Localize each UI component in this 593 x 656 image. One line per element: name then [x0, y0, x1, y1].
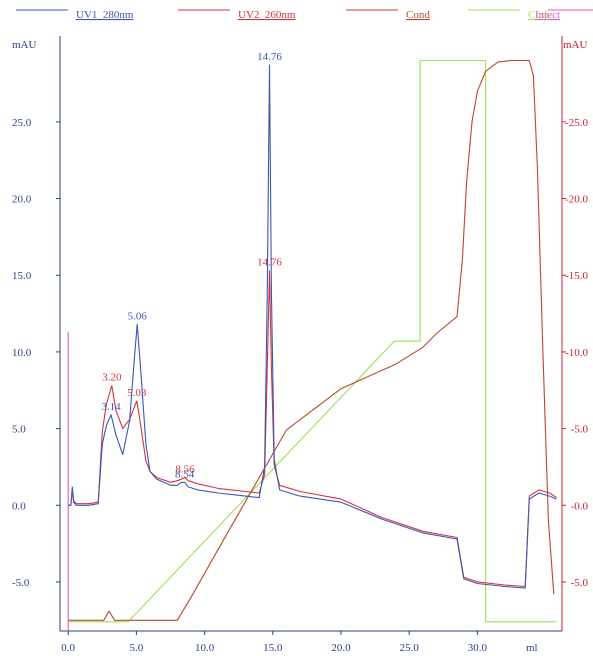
- legend-label: Conc: [528, 9, 551, 21]
- peak-label: 14.76: [257, 51, 282, 63]
- series-line-conc: [68, 59, 557, 623]
- legend-label: UV2_260nm: [238, 9, 296, 21]
- y-axis-left-unit: mAU: [12, 39, 37, 51]
- x-tick-label: 15.0: [263, 642, 283, 654]
- y-left-tick-label: 25.0: [12, 117, 32, 129]
- y-left-tick-label: 0.0: [12, 500, 26, 512]
- series-line-cond: [68, 59, 555, 621]
- legend-label: UV1_280nm: [76, 9, 134, 21]
- x-tick-label: 10.0: [195, 642, 215, 654]
- y-right-tick-label: -5.0: [571, 577, 589, 589]
- series-layer: [67, 59, 557, 631]
- peak-label: 8.54: [175, 468, 195, 480]
- x-tick-label: 5.0: [130, 642, 144, 654]
- peak-label: 14.76: [257, 257, 282, 269]
- x-axis-unit: ml: [526, 642, 538, 654]
- peak-label: 5.03: [127, 387, 147, 399]
- x-tick-label: 20.0: [331, 642, 351, 654]
- y-right-tick-label: -0.0: [571, 500, 589, 512]
- y-left-tick-label: -5.0: [12, 577, 30, 589]
- peak-label: 8.56: [175, 464, 195, 476]
- x-tick-label: 25.0: [400, 642, 420, 654]
- y-right-tick-label: -10.0: [565, 347, 588, 359]
- y-axis-right-unit: mAU: [563, 39, 588, 51]
- y-right-tick-label: -5.0: [571, 424, 589, 436]
- peak-label: 5.06: [128, 310, 148, 322]
- y-right-tick-label: -20.0: [565, 194, 588, 206]
- peak-labels: 3.14 3.20 5.06 5.03 8.568.54 14.76 14.76: [101, 51, 282, 480]
- y-left-tick-label: 5.0: [12, 424, 26, 436]
- y-left-tick-label: 15.0: [12, 270, 32, 282]
- x-tick-label: 30.0: [468, 642, 488, 654]
- peak-label: 3.14: [101, 401, 121, 413]
- legend-label: Inject: [535, 9, 560, 21]
- series-line-uv1-280nm: [68, 64, 557, 589]
- y-right-tick-label: -15.0: [565, 270, 588, 282]
- axes: -5.0 0.0 5.0 10.0 15.0 20.0 25.0 -5.0 -0.0 -5.0 -1…: [12, 36, 588, 654]
- y-right-tick-label: -25.0: [565, 117, 588, 129]
- y-left-tick-label: 20.0: [12, 194, 32, 206]
- y-left-tick-label: 10.0: [12, 347, 32, 359]
- peak-label: 3.20: [102, 372, 122, 384]
- legend-label: Cond: [406, 9, 430, 21]
- x-tick-label: 0.0: [61, 642, 75, 654]
